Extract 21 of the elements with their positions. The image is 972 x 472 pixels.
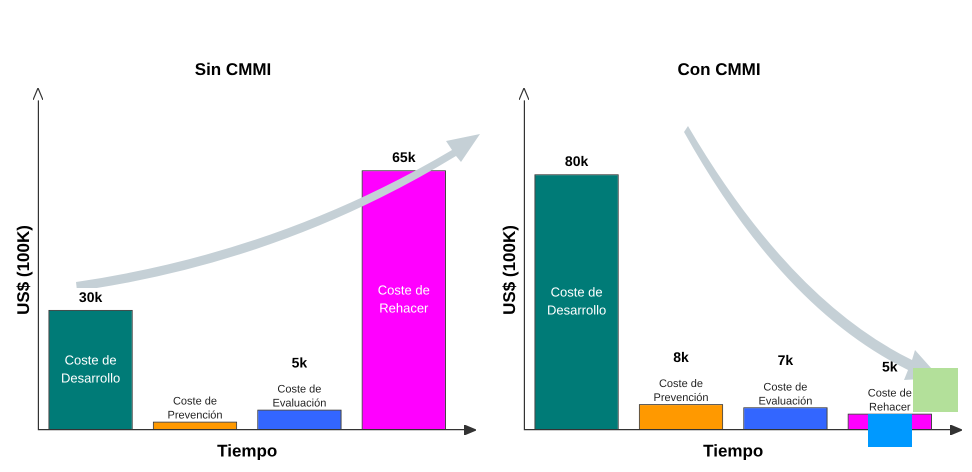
x-tick-label: Coste de Rehacer bbox=[378, 282, 430, 316]
chart-title: Sin CMMI bbox=[194, 60, 272, 79]
data-label: 80k bbox=[564, 153, 588, 170]
x-axis-title: Tiempo bbox=[703, 441, 764, 460]
x-tick-label: Coste de Prevención bbox=[167, 396, 223, 422]
data-label: 5k bbox=[292, 354, 308, 371]
data-label: 65k bbox=[392, 149, 416, 166]
chart-title: Con CMMI bbox=[677, 60, 761, 79]
x-tick-label: Coste de Rehacer bbox=[868, 388, 912, 414]
x-tick-label: Coste de Evaluación bbox=[272, 384, 326, 410]
data-label: 8k bbox=[673, 348, 689, 365]
y-axis-title: US$ (100K) bbox=[14, 225, 33, 315]
x-tick-label: Coste de Desarrollo bbox=[60, 352, 120, 386]
data-label: 7k bbox=[778, 352, 794, 368]
data-label: 30k bbox=[78, 288, 102, 305]
x-tick-label: Coste de Desarrollo bbox=[546, 284, 606, 318]
data-label: 5k bbox=[882, 358, 898, 374]
x-axis-title: Tiempo bbox=[217, 441, 278, 460]
y-axis-title: US$ (100K) bbox=[500, 225, 519, 315]
x-tick-label: Coste de Evaluación bbox=[758, 381, 812, 408]
x-tick-label: Coste de Prevención bbox=[653, 378, 709, 404]
